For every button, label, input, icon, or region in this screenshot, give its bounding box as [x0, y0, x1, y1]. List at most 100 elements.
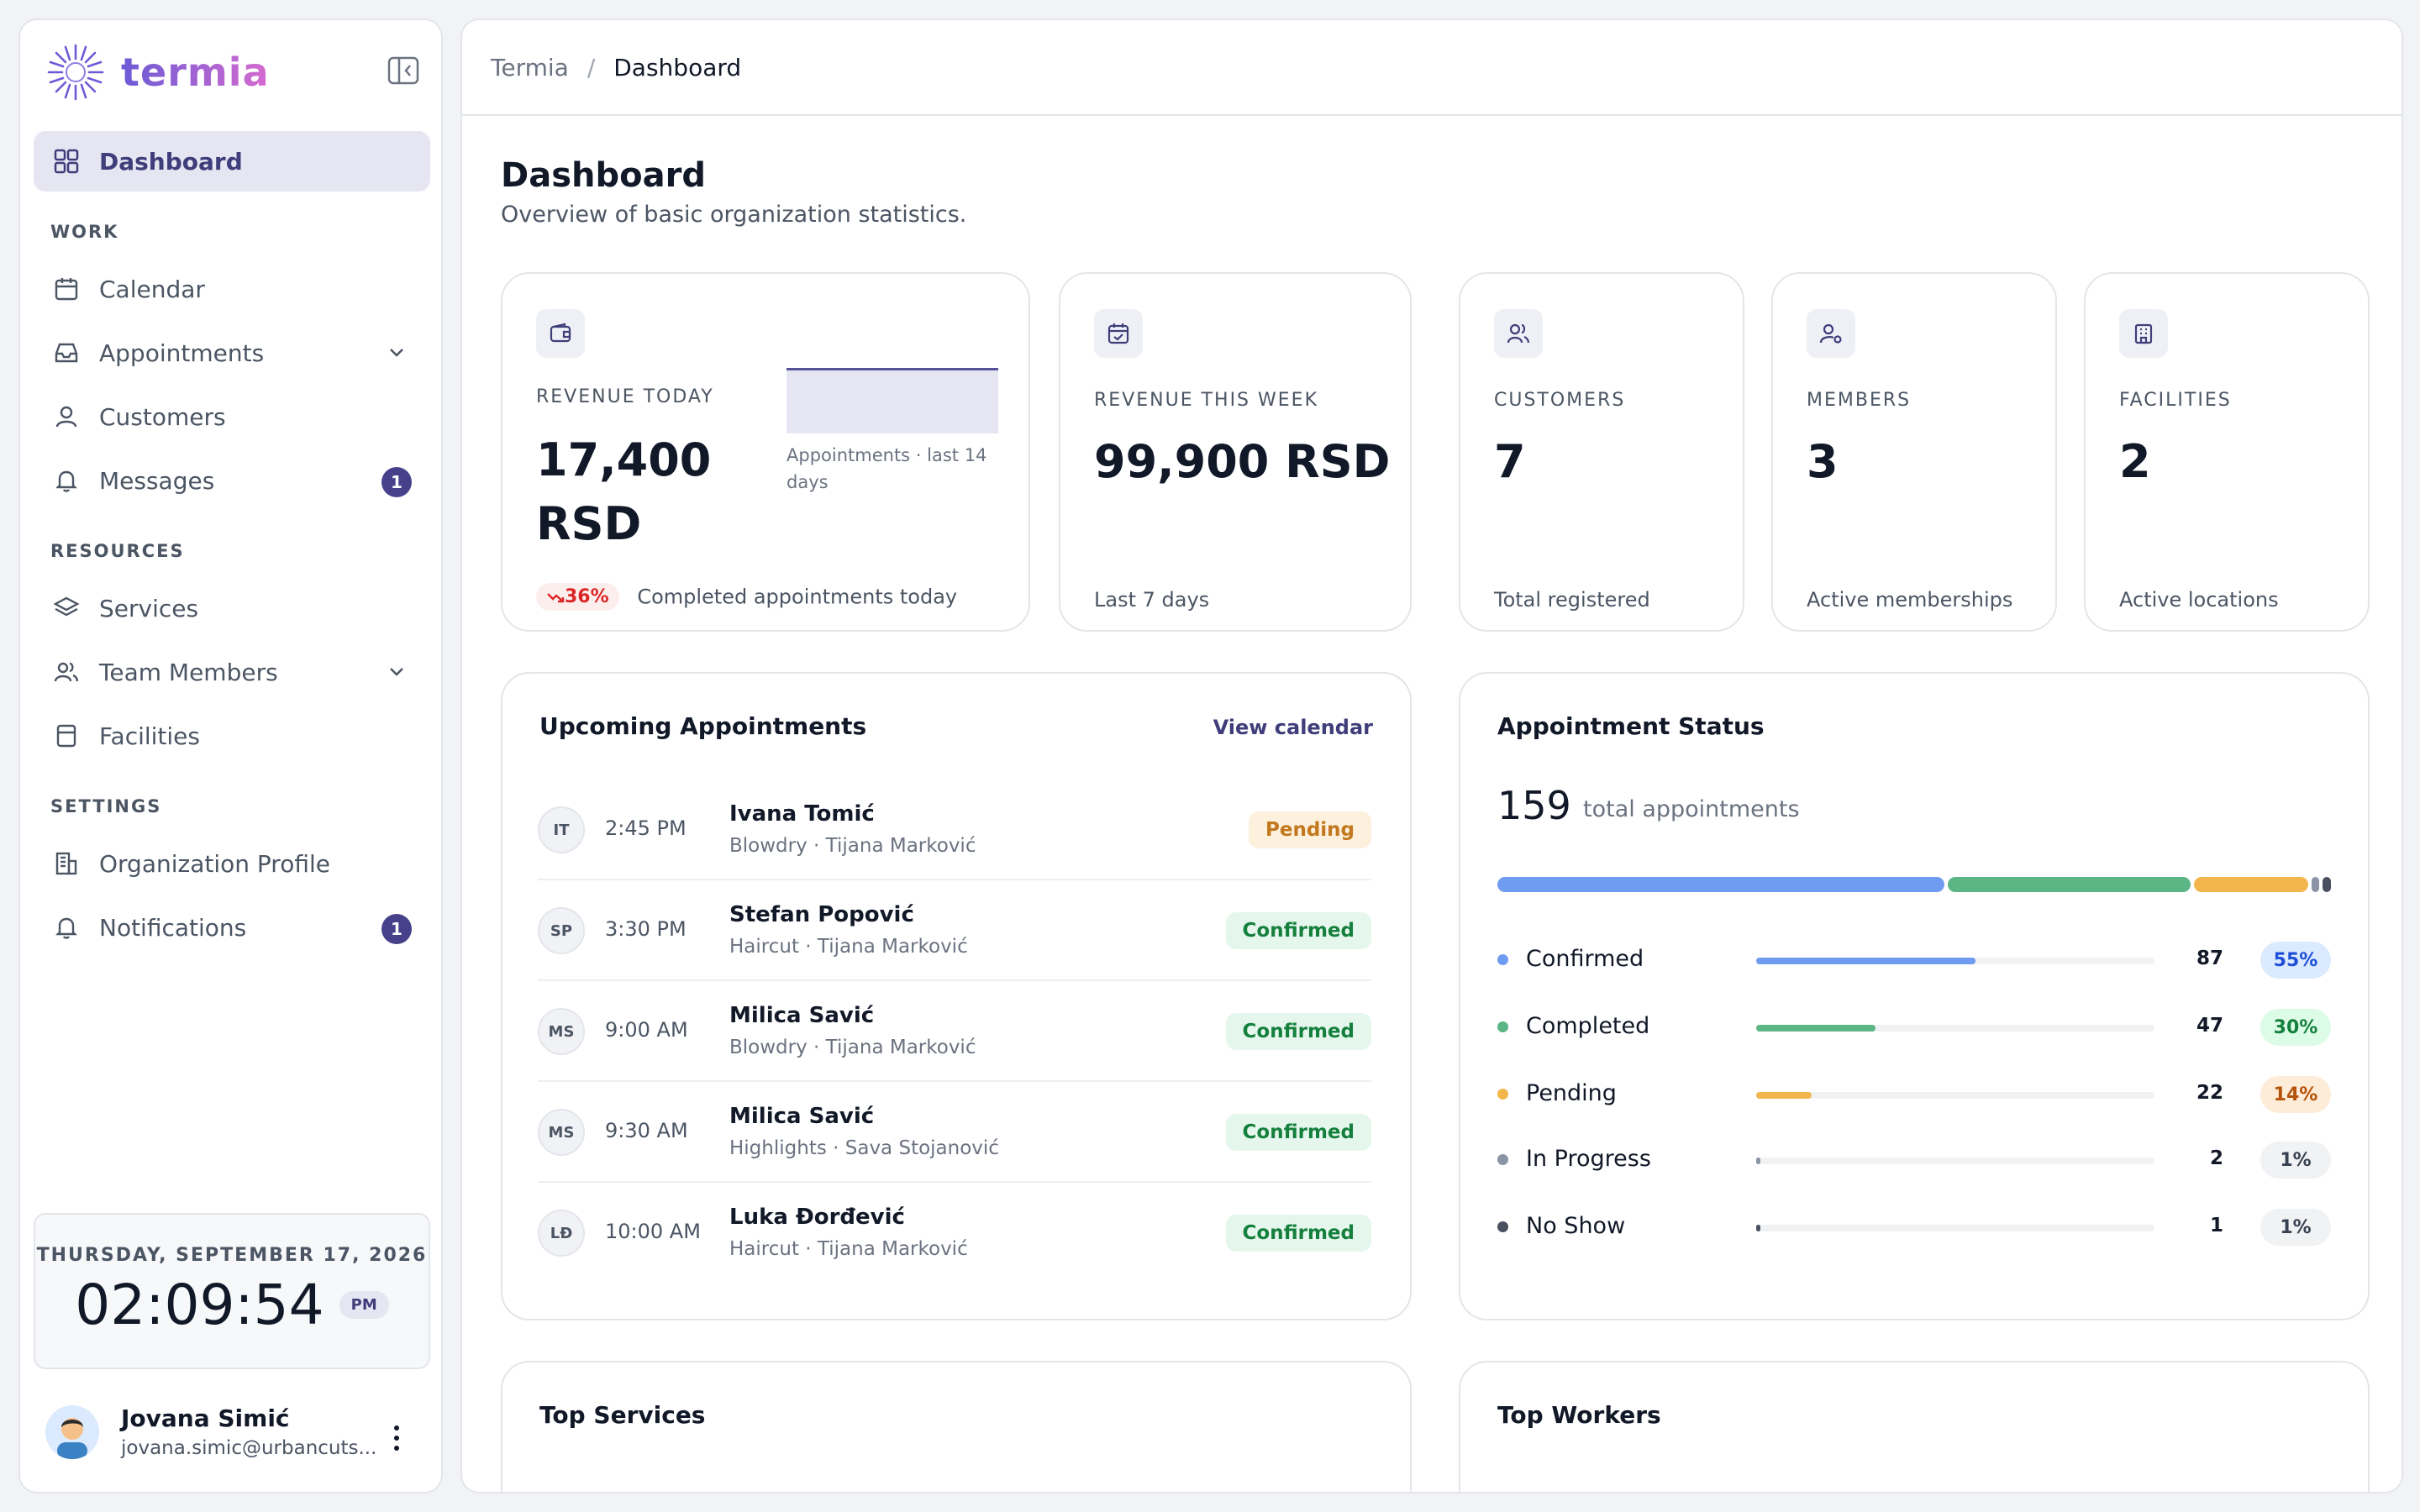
sidebar-item-label: Customers — [99, 402, 226, 431]
sidebar-item-messages[interactable]: Messages 1 — [34, 450, 430, 511]
grid-icon — [52, 147, 81, 176]
notifications-count-badge: 1 — [381, 914, 412, 944]
sun-logo-icon — [47, 44, 104, 101]
layers-icon — [52, 594, 81, 622]
status-track — [1756, 1092, 2154, 1099]
stat-card-members: MEMBERS 3 Active memberships — [1771, 272, 2057, 632]
breadcrumb: Termia / Dashboard — [462, 20, 2402, 116]
sidebar-item-label: Facilities — [99, 722, 200, 750]
stat-label: MEMBERS — [1807, 390, 1912, 411]
status-count: 87 — [2196, 948, 2223, 969]
top-services-panel: Top Services — [501, 1361, 1412, 1492]
main-content: Termia / Dashboard Dashboard Overview of… — [460, 18, 2403, 1494]
status-dot — [1497, 1021, 1508, 1032]
stack-segment-confirmed — [1497, 877, 1944, 892]
stat-label: CUSTOMERS — [1494, 390, 1626, 411]
calendar-check-icon — [1094, 309, 1143, 358]
wallet-icon — [536, 309, 585, 358]
status-percent-badge: 14% — [2260, 1076, 2331, 1113]
total-appointments-label: total appointments — [1583, 796, 1800, 822]
stat-value: 3 — [1807, 435, 1839, 488]
status-name: Pending — [1526, 1080, 1617, 1106]
appointment-status-panel: Appointment Status 159 total appointment… — [1459, 672, 2370, 1320]
view-calendar-link[interactable]: View calendar — [1213, 716, 1373, 739]
status-fill — [1756, 958, 1975, 964]
status-badge: Confirmed — [1225, 1114, 1371, 1151]
appointment-detail: Blowdry · Tijana Marković — [729, 835, 976, 857]
breadcrumb-current: Dashboard — [613, 53, 742, 81]
appointment-row[interactable]: LĐ 10:00 AM Luka Đorđević Haircut · Tija… — [538, 1183, 1371, 1284]
appointment-row[interactable]: MS 9:30 AM Milica Savić Highlights · Sav… — [538, 1082, 1371, 1183]
collapse-sidebar-button[interactable] — [387, 55, 420, 86]
top-workers-panel: Top Workers — [1459, 1361, 2370, 1492]
sidebar-item-label: Messages — [99, 466, 215, 495]
sidebar-item-services[interactable]: Services — [34, 578, 430, 638]
clock-date: THURSDAY, SEPTEMBER 17, 2026 — [36, 1245, 428, 1266]
initials-avatar: SP — [538, 907, 585, 954]
sidebar-item-team-members[interactable]: Team Members — [34, 642, 430, 702]
trend-value: 36% — [565, 586, 609, 607]
stat-foot-text: Completed appointments today — [637, 585, 958, 609]
appointment-customer: Stefan Popović — [729, 902, 914, 927]
sidebar-item-label: Appointments — [99, 339, 265, 367]
status-name: In Progress — [1526, 1146, 1651, 1172]
stat-foot: Active locations — [2119, 588, 2279, 612]
sidebar-item-label: Notifications — [99, 913, 247, 942]
user-name: Jovana Simić — [121, 1404, 290, 1432]
stat-card-revenue-week: REVENUE THIS WEEK 99,900 RSD Last 7 days — [1059, 272, 1412, 632]
stat-foot: 36% Completed appointments today — [536, 583, 957, 611]
user-menu-button[interactable] — [390, 1423, 403, 1457]
bell-icon — [52, 913, 81, 942]
upcoming-appointments-panel: Upcoming Appointments View calendar IT 2… — [501, 672, 1412, 1320]
stat-value: 99,900 RSD — [1094, 435, 1391, 488]
status-percent-badge: 55% — [2260, 942, 2331, 979]
status-fill — [1756, 1025, 1876, 1032]
appointment-detail: Haircut · Tijana Marković — [729, 1238, 968, 1260]
sidebar-item-customers[interactable]: Customers — [34, 386, 430, 447]
status-count: 22 — [2196, 1082, 2223, 1104]
status-fill — [1756, 1225, 1760, 1231]
status-count: 2 — [2209, 1147, 2223, 1169]
sidebar-item-dashboard[interactable]: Dashboard — [34, 131, 430, 192]
logo-text: termia — [121, 50, 270, 95]
store-icon — [52, 722, 81, 750]
section-label-work: WORK — [50, 222, 119, 242]
office-building-icon — [2119, 309, 2168, 358]
stat-value: 17,400 RSD — [536, 428, 711, 556]
stat-value-amount: 17,400 — [536, 433, 712, 486]
status-fill — [1756, 1092, 1812, 1099]
sidebar-item-appointments[interactable]: Appointments — [34, 323, 430, 383]
person-avatar-icon — [57, 1417, 87, 1459]
sidebar-item-label: Dashboard — [99, 147, 243, 176]
appointment-row[interactable]: SP 3:30 PM Stefan Popović Haircut · Tija… — [538, 880, 1371, 981]
sidebar-item-notifications[interactable]: Notifications 1 — [34, 897, 430, 958]
appointment-row[interactable]: MS 9:00 AM Milica Savić Blowdry · Tijana… — [538, 981, 1371, 1082]
clock-ampm-badge: PM — [339, 1291, 389, 1319]
bell-icon — [52, 466, 81, 495]
status-count: 47 — [2196, 1015, 2223, 1037]
sidebar-item-facilities[interactable]: Facilities — [34, 706, 430, 766]
stat-card-revenue-today: REVENUE TODAY 17,400 RSD Appointments · … — [501, 272, 1030, 632]
appointment-row[interactable]: IT 2:45 PM Ivana Tomić Blowdry · Tijana … — [538, 780, 1371, 880]
sidebar-item-organization-profile[interactable]: Organization Profile — [34, 833, 430, 894]
stat-value: 7 — [1494, 435, 1526, 488]
user-profile[interactable]: Jovana Simić jovana.simic@urbancuts... — [45, 1404, 376, 1459]
initials-avatar: IT — [538, 806, 585, 853]
logo[interactable]: termia — [45, 42, 270, 102]
status-fill — [1756, 1158, 1760, 1164]
status-dot — [1497, 954, 1508, 965]
status-track — [1756, 1225, 2154, 1231]
appointment-detail: Haircut · Tijana Marković — [729, 936, 968, 958]
sidebar-item-calendar[interactable]: Calendar — [34, 259, 430, 319]
panel-title: Top Workers — [1497, 1401, 1661, 1429]
appointment-customer: Luka Đorđević — [729, 1205, 905, 1230]
status-name: Completed — [1526, 1013, 1650, 1039]
panel-title: Top Services — [539, 1401, 706, 1429]
appointment-customer: Ivana Tomić — [729, 801, 875, 827]
status-percent-badge: 30% — [2260, 1009, 2331, 1046]
users-icon — [52, 658, 81, 686]
messages-count-badge: 1 — [381, 467, 412, 497]
status-badge: Confirmed — [1225, 912, 1371, 949]
breadcrumb-root-link[interactable]: Termia — [491, 53, 569, 81]
status-badge: Confirmed — [1225, 1215, 1371, 1252]
